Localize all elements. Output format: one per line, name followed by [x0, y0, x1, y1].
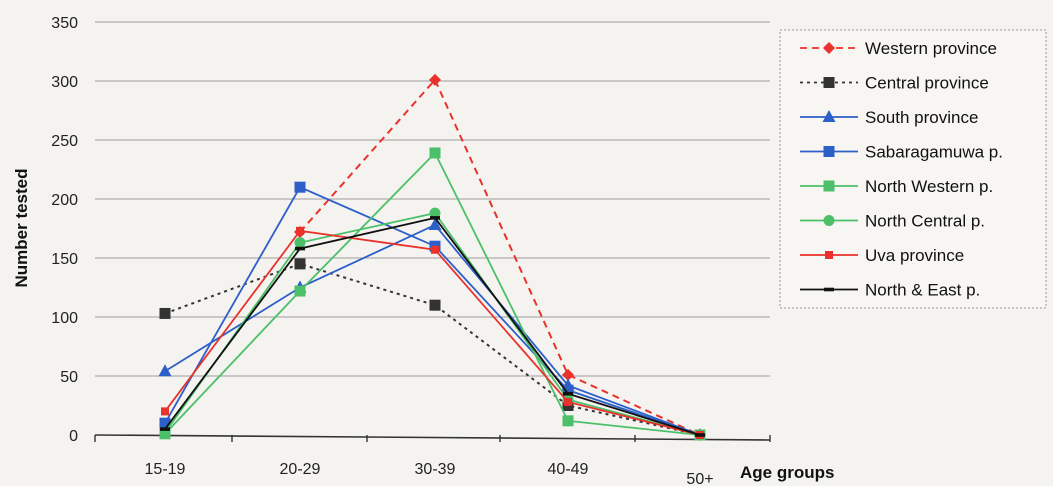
legend-marker — [823, 77, 835, 88]
x-tick-label: 20-29 — [280, 461, 321, 478]
y-tick-label: 300 — [51, 74, 78, 91]
legend-label: Sabaragamuwa p. — [865, 143, 1003, 162]
legend-marker — [823, 180, 835, 192]
data-point — [294, 181, 306, 193]
series-0 — [294, 73, 706, 441]
data-point — [429, 207, 441, 219]
legend-label: North & East p. — [865, 281, 980, 300]
y-tick-label: 250 — [51, 133, 78, 150]
series-3 — [159, 181, 706, 441]
data-point — [159, 307, 171, 319]
legend-label: South province — [865, 108, 978, 127]
data-point — [158, 364, 172, 377]
data-point — [161, 407, 169, 416]
data-point — [429, 73, 441, 86]
x-tick-label: 30-39 — [415, 461, 456, 478]
legend-marker — [823, 146, 835, 157]
y-tick-label: 200 — [51, 192, 78, 209]
series-line — [164, 151, 701, 436]
legend-item: South province — [800, 108, 978, 127]
data-point — [431, 245, 439, 254]
axes — [94, 434, 771, 442]
legend-item: Sabaragamuwa p. — [800, 143, 1003, 162]
data-point — [294, 237, 306, 249]
data-point — [563, 391, 573, 396]
series-line — [164, 223, 701, 436]
data-point — [159, 417, 171, 429]
data-point — [429, 299, 441, 311]
x-tick-labels: 15-19 20-29 30-39 40-49 50+ — [145, 461, 714, 486]
data-point — [695, 433, 705, 437]
legend-item: Uva province — [800, 246, 964, 265]
y-tick-labels: 0 50 100 150 200 250 300 350 — [51, 15, 78, 445]
legend-label: Central province — [865, 74, 989, 93]
x-axis-title: Age groups — [740, 463, 834, 482]
data-point — [294, 285, 306, 297]
series-4 — [159, 147, 706, 441]
x-tick-label: 50+ — [686, 471, 713, 486]
y-axis-title: Number tested — [12, 168, 31, 287]
y-tick-label: 150 — [51, 251, 78, 268]
data-point — [296, 226, 304, 235]
gridlines — [95, 21, 770, 377]
x-axis-line — [94, 434, 771, 441]
legend-marker — [823, 215, 835, 226]
legend-item: Western province — [800, 39, 997, 58]
legend-label: Uva province — [865, 246, 964, 265]
data-point — [562, 368, 574, 381]
y-tick-label: 50 — [60, 369, 78, 386]
legend-item: North & East p. — [800, 281, 980, 300]
legend-label: Western province — [865, 39, 997, 58]
series-7 — [160, 216, 705, 437]
legend-label: North Western p. — [865, 177, 993, 196]
legend-marker — [824, 287, 834, 292]
legend-item: North Western p. — [800, 177, 993, 196]
x-tick-label: 40-49 — [548, 461, 589, 478]
series-1 — [159, 258, 706, 441]
data-point — [160, 427, 170, 431]
data-point — [294, 258, 306, 270]
y-tick-label: 100 — [51, 310, 78, 327]
x-tick-label: 15-19 — [145, 461, 186, 478]
legend-marker — [822, 110, 836, 122]
y-tick-label: 350 — [51, 15, 78, 32]
series-lines — [158, 73, 707, 441]
legend-box — [779, 29, 1047, 309]
legend-marker — [823, 42, 835, 54]
data-point — [562, 415, 574, 427]
data-point — [429, 147, 441, 159]
legend-label: North Central p. — [865, 212, 985, 231]
data-point — [295, 246, 305, 251]
legend-item: Central province — [800, 74, 989, 93]
data-point — [430, 216, 440, 220]
legend-item: North Central p. — [800, 212, 985, 231]
series-6 — [161, 226, 704, 439]
data-point — [562, 384, 574, 396]
legend-marker — [825, 251, 833, 259]
y-tick-label: 0 — [69, 428, 78, 445]
data-point — [564, 397, 572, 406]
legend: Western province Central province South pr… — [779, 29, 1047, 309]
data-point — [428, 217, 442, 230]
series-line — [299, 78, 701, 436]
